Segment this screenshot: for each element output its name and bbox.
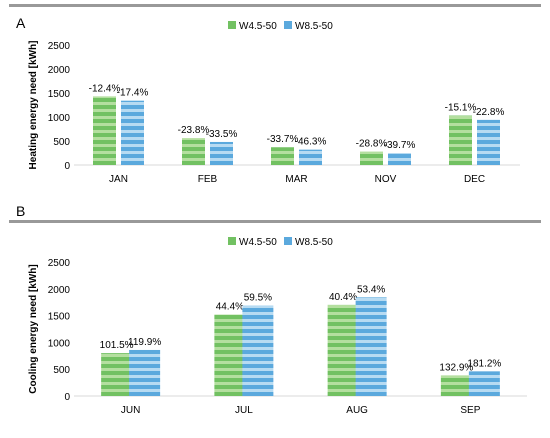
panel-b-x-category-label: SEP bbox=[460, 405, 480, 416]
panel-b-legend-swatch-2 bbox=[284, 237, 292, 245]
panel-a-x-category-label: NOV bbox=[375, 174, 397, 185]
panel-b-bar-value-label: 53.4% bbox=[357, 284, 385, 295]
panel-a-bar-2 bbox=[477, 119, 500, 165]
panel-b-bar-1 bbox=[214, 314, 246, 396]
panel-a-bar-1 bbox=[182, 138, 205, 165]
panel-a-bar-value-label: -33.7% bbox=[267, 134, 299, 145]
panel-a-bar-value-label: -12.4% bbox=[89, 83, 121, 94]
panel-b-legend-swatch-1 bbox=[228, 237, 236, 245]
panel-b-bar-value-label: 101.5% bbox=[100, 340, 134, 351]
panel-a-bar-value-label: -17.4% bbox=[117, 88, 149, 99]
panel-a-bar-1 bbox=[360, 151, 383, 165]
panel-b-bar-2 bbox=[468, 371, 500, 396]
panel-b-ytick-label: 2000 bbox=[48, 285, 71, 296]
panel-a-y-axis-label: Heating energy need [kWh] bbox=[28, 41, 39, 170]
panel-a-legend-label-2: W8.5-50 bbox=[295, 21, 333, 32]
panel-b-bar-1 bbox=[327, 304, 359, 396]
panel-a-bar-1 bbox=[449, 115, 472, 165]
panel-b-bar-2 bbox=[355, 297, 387, 396]
panel-a-legend-swatch-1 bbox=[228, 21, 236, 29]
panel-a-bar-2 bbox=[388, 153, 411, 165]
panel-b-bar-value-label: 181.2% bbox=[467, 358, 501, 369]
panel-b-x-category-label: JUN bbox=[121, 405, 140, 416]
panel-b-bar-2 bbox=[129, 349, 161, 396]
panel-a-bar-value-label: -23.8% bbox=[178, 125, 210, 136]
panel-b-ytick-label: 500 bbox=[53, 365, 70, 376]
panel-a-ytick-label: 1000 bbox=[48, 113, 71, 124]
panel-a-ytick-label: 0 bbox=[64, 161, 70, 172]
panel-b-bar-value-label: 59.5% bbox=[244, 292, 272, 303]
panel-a-bar-1 bbox=[93, 96, 116, 165]
panel-b-legend-label-2: W8.5-50 bbox=[295, 237, 333, 248]
panel-a-bar-2 bbox=[210, 141, 233, 165]
panel-a-bar-value-label: -15.1% bbox=[445, 103, 477, 114]
panel-a-x-category-label: DEC bbox=[464, 174, 485, 185]
panel-b-letter: B bbox=[16, 203, 25, 219]
panel-b-ytick-label: 0 bbox=[64, 392, 70, 403]
panel-a-bar-value-label: -46.3% bbox=[295, 137, 327, 148]
panel-b-y-axis-label: Cooling energy need [kWh] bbox=[28, 264, 39, 393]
panel-a-bar-value-label: -22.8% bbox=[473, 107, 505, 118]
panel-b-x-category-label: JUL bbox=[235, 405, 253, 416]
panel-b-bar-2 bbox=[242, 305, 274, 396]
panel-b-bar-value-label: 119.9% bbox=[128, 337, 161, 348]
panel-a-letter: A bbox=[16, 15, 26, 31]
panel-a-bar-2 bbox=[121, 100, 144, 165]
panel-a-ytick-label: 500 bbox=[53, 137, 70, 148]
panel-b-ytick-label: 1000 bbox=[48, 338, 71, 349]
panel-a-bar-2 bbox=[299, 149, 322, 165]
panel-b-bar-value-label: 44.4% bbox=[216, 302, 244, 313]
panel-a-bar-value-label: -28.8% bbox=[356, 139, 388, 150]
panel-a-x-category-label: MAR bbox=[285, 174, 307, 185]
panel-a-top-rule bbox=[9, 4, 541, 7]
panel-b-bar-value-label: 132.9% bbox=[439, 362, 473, 373]
panel-a-bar-value-label: -33.5% bbox=[206, 129, 238, 140]
panel-a-legend-label-1: W4.5-50 bbox=[239, 21, 277, 32]
panel-a-bar-value-label: -39.7% bbox=[384, 140, 416, 151]
panel-a-bar-1 bbox=[271, 147, 294, 165]
panel-b-legend-label-1: W4.5-50 bbox=[239, 237, 277, 248]
panel-a-ytick-label: 2500 bbox=[48, 41, 71, 52]
panel-b-top-rule bbox=[9, 220, 541, 223]
panel-a-x-category-label: JAN bbox=[109, 174, 128, 185]
panel-a-ytick-label: 1500 bbox=[48, 89, 71, 100]
panel-a-ytick-label: 2000 bbox=[48, 65, 71, 76]
panel-b-ytick-label: 1500 bbox=[48, 312, 71, 323]
panel-b-bar-1 bbox=[101, 353, 133, 396]
panel-b-x-category-label: AUG bbox=[346, 405, 368, 416]
panel-a-x-category-label: FEB bbox=[198, 174, 218, 185]
panel-a-legend-swatch-2 bbox=[284, 21, 292, 29]
panel-b-bar-1 bbox=[440, 375, 472, 396]
panel-b-ytick-label: 2500 bbox=[48, 258, 71, 269]
panel-b-bar-value-label: 40.4% bbox=[329, 292, 357, 303]
